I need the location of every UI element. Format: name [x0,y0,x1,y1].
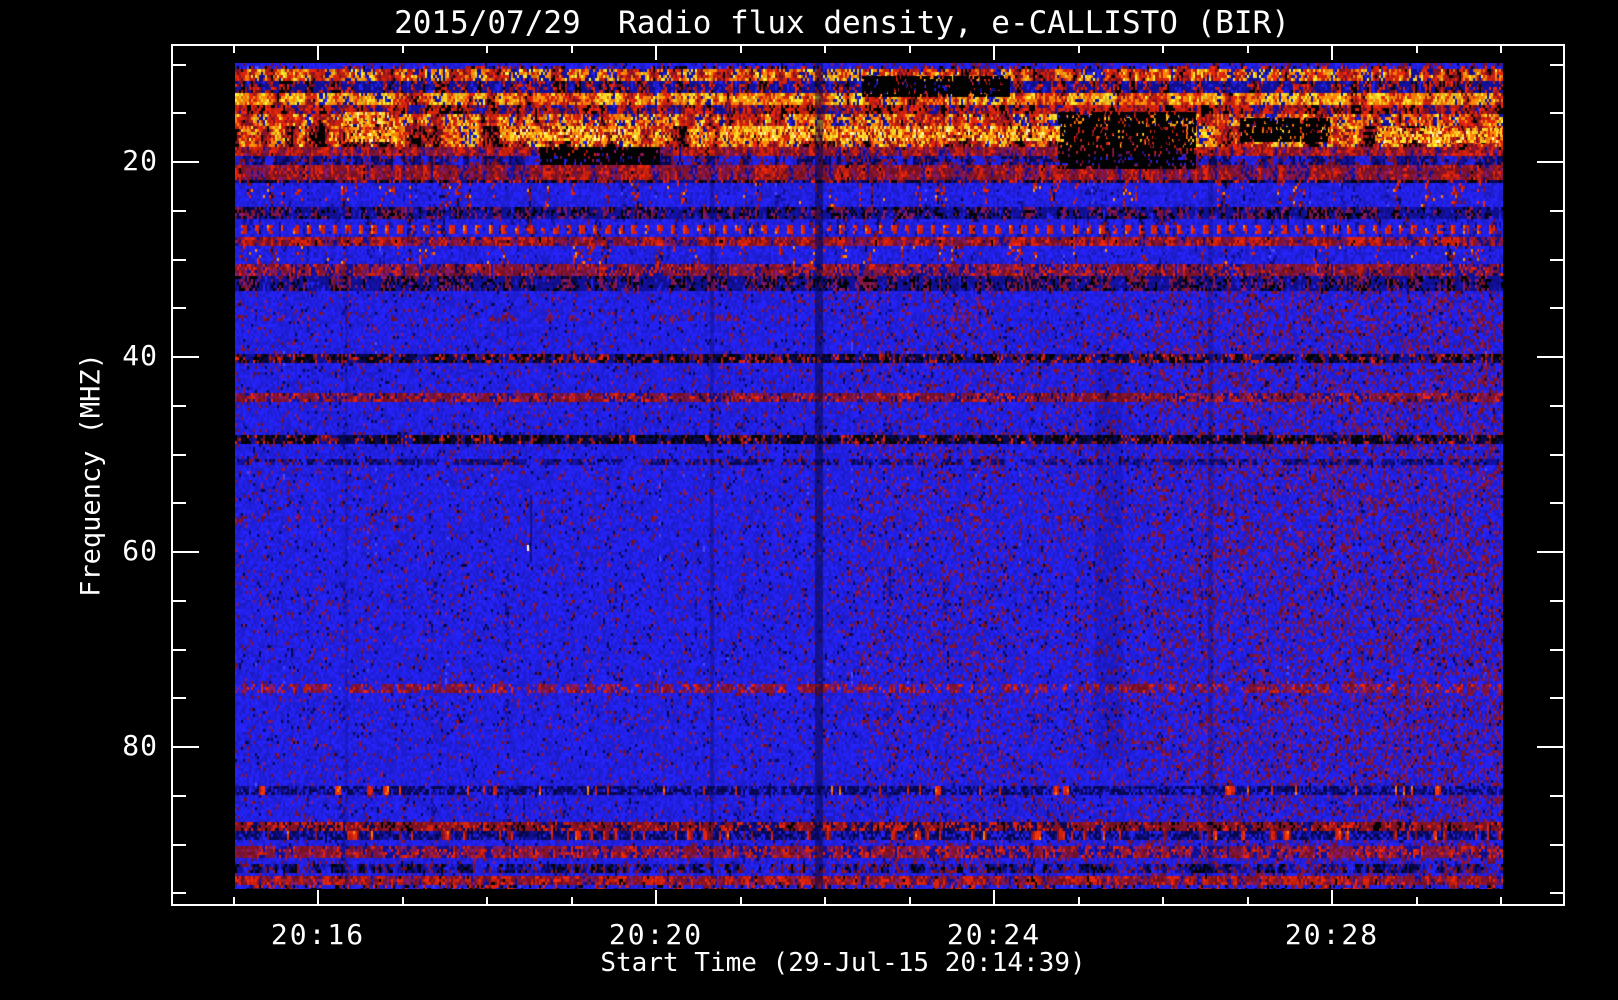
x-minor-tick [570,46,573,53]
y-major-tick [1537,746,1563,748]
x-major-tick [993,46,995,60]
y-minor-tick [1550,892,1563,895]
x-minor-tick [1415,897,1418,904]
x-minor-tick [1500,46,1502,53]
x-minor-tick [1500,897,1502,904]
y-minor-tick [173,599,186,602]
y-minor-tick [173,63,186,66]
x-major-tick [655,890,657,904]
x-minor-tick [824,897,826,904]
x-tick-label: 20:24 [946,918,1042,951]
y-minor-tick [1550,502,1563,505]
y-major-tick [173,746,199,748]
x-minor-tick [1077,46,1080,53]
y-tick-label: 20 [122,144,158,178]
y-minor-tick [173,502,186,505]
x-major-tick [317,46,319,60]
x-tick-label: 20:20 [608,918,704,951]
x-major-tick [1331,46,1333,60]
x-major-tick [1331,890,1333,904]
y-major-tick [173,551,199,553]
y-minor-tick [173,258,186,261]
x-major-tick [317,890,319,904]
y-minor-tick [1550,648,1563,651]
y-tick-label: 80 [122,729,158,763]
x-minor-tick [486,897,488,904]
y-minor-tick [173,892,186,895]
x-minor-tick [1162,897,1164,904]
x-minor-tick [232,897,235,904]
x-minor-tick [1077,897,1080,904]
y-tick-label: 40 [122,339,158,373]
y-minor-tick [1550,209,1563,212]
y-minor-tick [1550,112,1563,115]
x-minor-tick [401,46,404,53]
y-minor-tick [173,648,186,651]
y-major-tick [173,161,199,163]
y-minor-tick [1550,843,1563,846]
y-minor-tick [173,404,186,407]
x-minor-tick [824,46,826,53]
y-minor-tick [173,794,186,797]
y-minor-tick [1550,599,1563,602]
y-major-tick [173,356,199,358]
y-minor-tick [1550,307,1563,310]
y-minor-tick [173,697,186,700]
spectrogram-heatmap [235,63,1503,889]
y-major-tick [1537,161,1563,163]
y-major-tick [1537,356,1563,358]
x-minor-tick [908,46,911,53]
chart-title: 2015/07/29 Radio flux density, e-CALLIST… [394,5,1290,41]
x-tick-label: 20:28 [1284,918,1380,951]
y-minor-tick [1550,697,1563,700]
x-minor-tick [1415,46,1418,53]
x-minor-tick [401,897,404,904]
x-major-tick [655,46,657,60]
x-minor-tick [1246,897,1249,904]
x-minor-tick [739,897,742,904]
y-minor-tick [173,307,186,310]
x-minor-tick [1162,46,1164,53]
x-major-tick [993,890,995,904]
y-minor-tick [173,209,186,212]
y-minor-tick [173,453,186,456]
y-minor-tick [1550,258,1563,261]
x-minor-tick [486,46,488,53]
y-tick-label: 60 [122,534,158,568]
y-minor-tick [1550,63,1563,66]
y-minor-tick [1550,453,1563,456]
x-tick-label: 20:16 [270,918,366,951]
y-minor-tick [173,843,186,846]
x-minor-tick [1246,46,1249,53]
y-minor-tick [1550,794,1563,797]
x-minor-tick [908,897,911,904]
plot-frame [171,44,1565,906]
x-minor-tick [232,46,235,53]
x-minor-tick [739,46,742,53]
y-minor-tick [173,112,186,115]
y-minor-tick [1550,404,1563,407]
x-axis-title: Start Time (29-Jul-15 20:14:39) [600,948,1086,978]
y-major-tick [1537,551,1563,553]
x-minor-tick [570,897,573,904]
